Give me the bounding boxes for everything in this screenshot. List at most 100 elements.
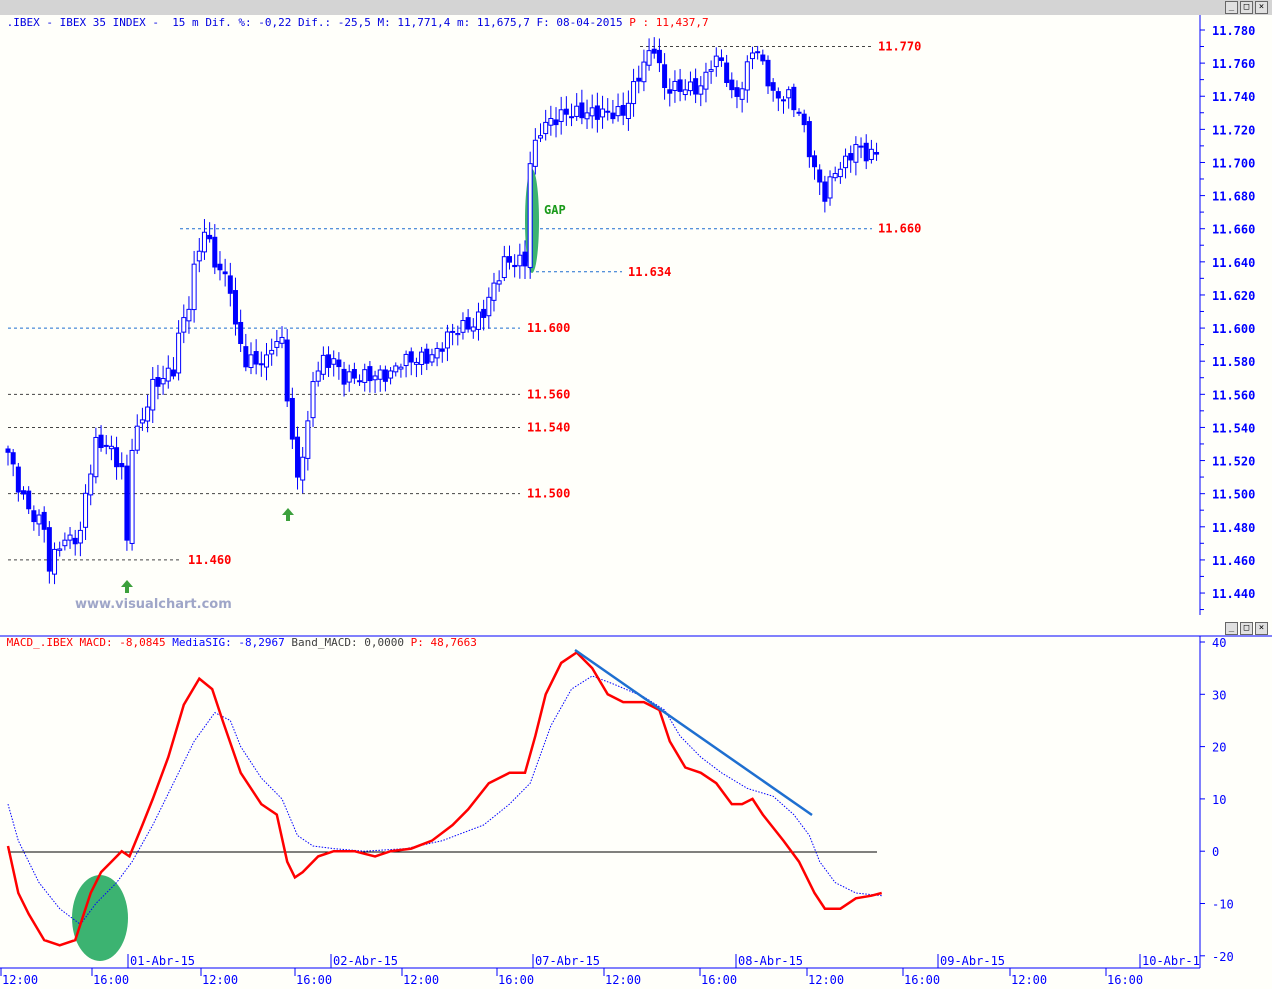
candle: [563, 96, 569, 126]
date-label: 09-Abr-15: [940, 954, 1005, 968]
candle: [837, 161, 843, 184]
date-label: 01-Abr-15: [130, 954, 195, 968]
candle: [434, 342, 440, 367]
candle: [465, 309, 471, 333]
candle: [713, 47, 719, 77]
candle: [532, 128, 538, 175]
candle: [439, 342, 445, 363]
candle: [93, 427, 99, 484]
candle: [413, 357, 419, 378]
candle: [615, 93, 621, 122]
candle: [651, 37, 657, 59]
candle: [631, 68, 637, 117]
candle: [682, 79, 688, 101]
candle: [698, 76, 704, 107]
candle: [227, 262, 233, 307]
candle: [470, 318, 476, 339]
candle: [858, 137, 864, 159]
candle: [207, 222, 213, 243]
time-label: 16:00: [1107, 973, 1143, 987]
candle: [739, 81, 745, 113]
date-label: 08-Abr-15: [738, 954, 803, 968]
minimize-button[interactable]: _: [1225, 622, 1238, 635]
candle: [848, 145, 854, 173]
candle: [584, 99, 590, 129]
time-label: 12:00: [1011, 973, 1047, 987]
candle: [817, 164, 823, 195]
date-label: 10-Abr-1: [1142, 954, 1200, 968]
dif-pct: Dif. %: -0,22: [205, 16, 292, 29]
candle: [326, 346, 332, 377]
candle: [538, 123, 544, 143]
candle: [10, 448, 16, 477]
candle: [279, 326, 285, 349]
candle: [372, 370, 378, 393]
time-label: 12:00: [403, 973, 439, 987]
candle: [264, 342, 269, 381]
candle: [274, 329, 280, 357]
candle: [124, 454, 130, 551]
candle: [724, 54, 730, 88]
candle: [832, 166, 838, 182]
level-label: 11.500: [527, 487, 570, 501]
maximize-button[interactable]: □: [1240, 622, 1253, 635]
level-label: 11.660: [878, 222, 921, 236]
max: M: 11,771,4: [377, 16, 451, 29]
candle: [310, 371, 316, 427]
time-label: 16:00: [701, 973, 737, 987]
candle: [450, 323, 456, 346]
candle: [362, 363, 368, 392]
candle: [382, 365, 388, 392]
candle: [693, 68, 699, 104]
candle: [677, 68, 683, 102]
maximize-button[interactable]: □: [1240, 1, 1253, 14]
candle: [77, 521, 83, 557]
candle: [31, 505, 37, 531]
candle: [248, 342, 254, 375]
close-button[interactable]: ×: [1255, 622, 1268, 635]
candle: [134, 414, 140, 454]
candle: [600, 95, 606, 129]
price-tick: 11.760: [1212, 57, 1255, 71]
candle: [672, 70, 678, 103]
candle: [212, 224, 218, 275]
candle: [62, 532, 68, 551]
price-tick: 11.560: [1212, 388, 1255, 402]
candle: [662, 53, 668, 100]
candle: [377, 365, 383, 392]
candle: [315, 361, 321, 387]
price-tick: 11.520: [1212, 455, 1255, 469]
time-label: 16:00: [296, 973, 332, 987]
candle: [46, 521, 52, 584]
candle: [594, 92, 600, 133]
candle: [5, 445, 11, 466]
candle: [139, 407, 145, 431]
candle: [98, 425, 104, 452]
candle: [827, 170, 833, 206]
candle: [238, 309, 244, 352]
signal-value: MediaSIG: -8,2967: [172, 636, 285, 649]
candle: [57, 541, 63, 557]
close-button[interactable]: ×: [1255, 1, 1268, 14]
candle: [320, 346, 326, 380]
candle: [36, 509, 42, 536]
candle: [744, 55, 750, 103]
minimize-button[interactable]: _: [1225, 1, 1238, 14]
candle: [108, 435, 114, 461]
level-label: 11.560: [527, 387, 570, 401]
price-panel-header: .IBEX - IBEX 35 INDEX - 15 m Dif. %: -0,…: [0, 0, 1272, 29]
price-tick: 11.500: [1212, 488, 1255, 502]
candle: [548, 105, 554, 136]
candle: [589, 94, 595, 129]
candle: [574, 93, 580, 121]
candle: [553, 107, 559, 138]
candle: [243, 333, 249, 372]
candle: [620, 92, 626, 126]
candle: [486, 287, 492, 329]
candle: [687, 71, 693, 96]
candle: [765, 55, 771, 95]
trend-line[interactable]: [574, 648, 813, 817]
candle: [791, 83, 797, 118]
candle: [393, 362, 399, 377]
